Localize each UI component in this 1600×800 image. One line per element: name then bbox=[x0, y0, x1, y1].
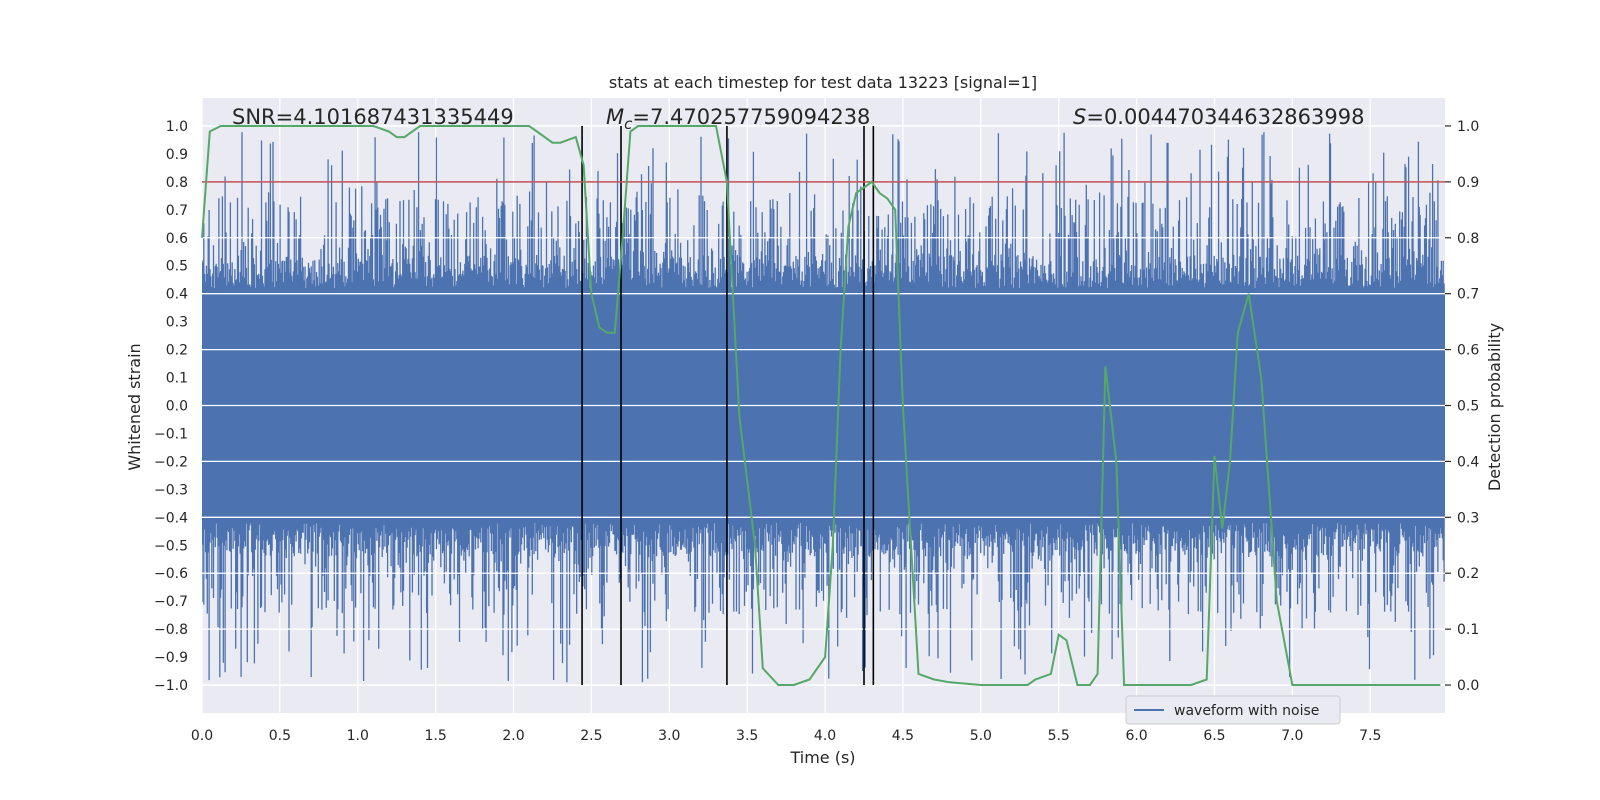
left-y-tick-label: 0.0 bbox=[166, 399, 188, 415]
left-y-tick-label: 0.1 bbox=[166, 371, 188, 387]
right-y-tick-label: 0.6 bbox=[1457, 343, 1479, 359]
left-y-axis-ticks: 1.0 0.9 0.8 0.7 0.6 0.5 0.4 0.3 0.2 0.1 0.0 −0.1 −0.… bbox=[154, 119, 188, 694]
right-y-tick-label: 0.1 bbox=[1457, 622, 1479, 638]
left-y-tick-label: −0.8 bbox=[154, 622, 188, 638]
left-y-tick-label: −0.4 bbox=[154, 510, 188, 526]
left-y-tick-label: 0.8 bbox=[166, 175, 188, 191]
left-y-tick-label: −0.7 bbox=[154, 594, 188, 610]
right-y-tick-label: 0.3 bbox=[1457, 510, 1479, 526]
left-y-tick-label: 0.5 bbox=[166, 259, 188, 275]
right-y-axis-label: Detection probability bbox=[1485, 323, 1504, 491]
left-y-tick-label: 0.2 bbox=[166, 343, 188, 359]
right-y-tick-label: 0.8 bbox=[1457, 231, 1479, 247]
left-y-tick-label: −0.9 bbox=[154, 650, 188, 666]
legend-box bbox=[1125, 695, 1341, 725]
x-axis-label: Time (s) bbox=[789, 748, 855, 767]
x-tick-label: 1.0 bbox=[347, 728, 369, 744]
x-tick-label: 0.5 bbox=[269, 728, 291, 744]
left-y-tick-label: −0.3 bbox=[154, 482, 188, 498]
chirp-mass-symbol: M bbox=[606, 105, 624, 129]
s-value: =0.004470344632863998 bbox=[1086, 105, 1364, 129]
left-y-tick-label: −0.2 bbox=[154, 454, 188, 470]
left-y-axis-label: Whitened strain bbox=[125, 343, 144, 470]
x-tick-label: 7.0 bbox=[1281, 728, 1303, 744]
right-y-axis-ticks: 1.0 0.9 0.8 0.7 0.6 0.5 0.4 0.3 0.2 0.1 0.0 bbox=[1445, 119, 1479, 694]
legend-label: waveform with noise bbox=[1174, 703, 1319, 719]
x-tick-label: 5.0 bbox=[970, 728, 992, 744]
chart-title: stats at each timestep for test data 132… bbox=[609, 73, 1037, 92]
left-y-tick-label: 0.7 bbox=[166, 203, 188, 219]
left-y-tick-label: 0.6 bbox=[166, 231, 188, 247]
x-tick-label: 1.5 bbox=[425, 728, 447, 744]
right-y-tick-label: 0.5 bbox=[1457, 399, 1479, 415]
x-tick-label: 2.5 bbox=[580, 728, 602, 744]
left-y-tick-label: 0.9 bbox=[166, 147, 188, 163]
x-tick-label: 4.0 bbox=[814, 728, 836, 744]
x-tick-label: 6.5 bbox=[1203, 728, 1225, 744]
left-y-tick-label: −0.1 bbox=[154, 426, 188, 442]
chirp-mass-value: =7.470257759094238 bbox=[632, 105, 870, 129]
right-y-tick-label: 0.9 bbox=[1457, 175, 1479, 191]
left-y-tick-label: 0.4 bbox=[166, 287, 188, 303]
legend: waveform with noise bbox=[1125, 695, 1341, 725]
vertical-markers bbox=[581, 125, 875, 686]
left-y-tick-label: −0.6 bbox=[154, 566, 188, 582]
x-tick-label: 6.0 bbox=[1125, 728, 1147, 744]
chirp-mass-annotation: Mc=7.470257759094238 bbox=[606, 105, 870, 133]
x-tick-label: 4.5 bbox=[892, 728, 914, 744]
x-tick-label: 7.5 bbox=[1359, 728, 1381, 744]
x-tick-label: 3.5 bbox=[736, 728, 758, 744]
s-annotation: S=0.004470344632863998 bbox=[1073, 105, 1364, 129]
right-y-tick-label: 0.0 bbox=[1457, 678, 1479, 694]
x-axis-ticks: 0.0 0.5 1.0 1.5 2.0 2.5 3.0 3.5 4.0 4.5 5.0 5.5 6.0 6… bbox=[191, 728, 1381, 744]
x-tick-label: 2.0 bbox=[502, 728, 524, 744]
right-y-tick-label: 0.4 bbox=[1457, 454, 1479, 470]
x-tick-label: 3.0 bbox=[658, 728, 680, 744]
x-tick-label: 5.5 bbox=[1048, 728, 1070, 744]
left-y-tick-label: 1.0 bbox=[166, 119, 188, 135]
x-tick-label: 0.0 bbox=[191, 728, 213, 744]
right-y-tick-label: 0.7 bbox=[1457, 287, 1479, 303]
s-symbol: S bbox=[1073, 105, 1086, 129]
left-y-tick-label: −1.0 bbox=[154, 678, 188, 694]
left-y-tick-label: −0.5 bbox=[154, 538, 188, 554]
chirp-mass-subscript: c bbox=[624, 115, 633, 133]
right-y-tick-label: 1.0 bbox=[1457, 119, 1479, 135]
left-y-tick-label: 0.3 bbox=[166, 315, 188, 331]
probability-series-line bbox=[201, 125, 1441, 686]
snr-annotation: SNR=4.101687431335449 bbox=[232, 105, 514, 129]
right-y-tick-label: 0.2 bbox=[1457, 566, 1479, 582]
